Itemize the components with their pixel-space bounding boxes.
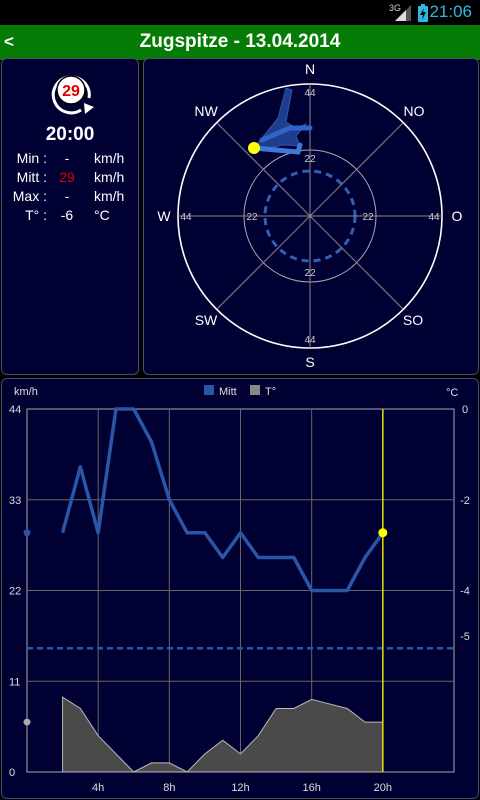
signal-icon <box>395 5 411 21</box>
stat-label: Max : <box>12 188 47 204</box>
stat-row-temperature: T° : -6 °C <box>0 207 140 227</box>
status-bar: 3G 21:06 <box>0 0 480 25</box>
stat-value: 29 <box>59 169 75 185</box>
legend-swatch-temperature <box>250 385 260 395</box>
stat-value: -6 <box>60 207 74 223</box>
network-type-label: 3G <box>389 3 402 13</box>
stat-value: - <box>64 150 70 166</box>
stat-unit: km/h <box>94 188 125 204</box>
axis-wind-marker <box>23 529 31 537</box>
x-tick-label: 12h <box>231 782 249 794</box>
x-tick-label: 4h <box>92 782 104 794</box>
chart-grid <box>26 408 455 773</box>
y-left-tick-label: 22 <box>9 586 21 598</box>
current-marker <box>23 409 388 772</box>
y-axis-right-label: °C <box>446 387 458 399</box>
legend-label-temperature: T° <box>265 386 276 398</box>
x-tick-label: 16h <box>302 782 320 794</box>
back-button[interactable]: < <box>4 32 14 51</box>
clock-time: 21:06 <box>429 2 472 21</box>
temperature-area <box>62 696 384 773</box>
y-right-tick-label: 0 <box>462 404 468 416</box>
stat-label: Min : <box>16 150 47 166</box>
y-right-tick-label: -4 <box>460 586 470 598</box>
legend-label-mitt: Mitt <box>219 386 237 398</box>
current-value-point <box>378 528 388 538</box>
current-hour: 20:00 <box>45 124 95 145</box>
wind-speed-badge: 29 <box>51 75 94 115</box>
y-right-tick-label: -2 <box>460 495 470 507</box>
y-left-tick-label: 11 <box>9 676 20 688</box>
y-left-tick-label: 44 <box>9 404 21 416</box>
stat-row-max: Max : - km/h <box>0 188 140 208</box>
badge-value: 29 <box>62 83 80 100</box>
stat-row-mitt: Mitt : 29 km/h <box>0 169 140 189</box>
y-right-tick-label: -5 <box>460 631 470 643</box>
axis-temperature-marker <box>23 718 31 726</box>
x-tick-label: 20h <box>374 782 392 794</box>
stat-row-min: Min : - km/h <box>0 150 140 170</box>
wind-direction-arrow-icon <box>84 103 94 114</box>
current-info-panel <box>1 58 139 375</box>
stat-unit: °C <box>94 207 110 223</box>
battery-charging-icon <box>418 4 428 22</box>
legend-swatch-mitt <box>204 385 214 395</box>
stat-value: - <box>64 188 70 204</box>
x-tick-label: 8h <box>163 782 175 794</box>
wind-line <box>60 407 385 593</box>
wind-series <box>60 407 385 593</box>
y-axis-left-label: km/h <box>14 386 38 398</box>
stat-unit: km/h <box>94 150 125 166</box>
title-bar: Zugspitze - 13.04.2014 < <box>0 25 480 60</box>
y-left-tick-label: 33 <box>9 495 21 507</box>
stat-unit: km/h <box>94 169 125 185</box>
stat-label: Mitt : <box>16 169 47 185</box>
y-left-tick-label: 0 <box>9 767 15 779</box>
page-title: Zugspitze - 13.04.2014 <box>139 31 341 52</box>
temperature-series <box>62 696 384 773</box>
stat-label: T° : <box>25 207 47 223</box>
